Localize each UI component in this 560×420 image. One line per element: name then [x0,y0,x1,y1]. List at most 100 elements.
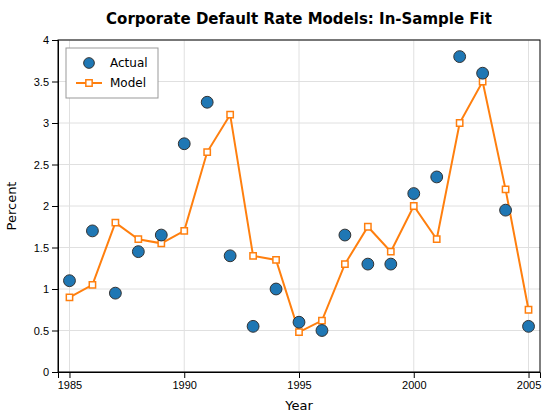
point [89,282,95,288]
point [388,248,394,254]
tick-mark [52,40,58,41]
grid-line [58,206,540,207]
point [454,51,466,63]
grid-line [58,164,540,165]
point [250,253,256,259]
tick-label: 1990 [172,379,196,391]
tick-mark [69,372,70,378]
tick-mark [52,206,58,207]
tick-mark [52,372,58,373]
tick-label: 0 [43,366,49,378]
point [339,229,351,241]
point [155,229,167,241]
tick-mark [414,372,415,378]
point [411,203,417,209]
legend-symbol [86,80,92,86]
tick: 1995 [287,372,311,391]
point [408,188,420,200]
point [316,325,328,337]
tick: 2005 [517,372,541,391]
y-axis: 0 0.5 1 1.5 2 2.5 3 3.5 4 [34,34,59,378]
tick-mark [52,165,58,166]
tick-mark [529,372,530,378]
tick-mark [52,123,58,124]
point [273,257,279,263]
point [66,294,72,300]
tick: 4 [43,34,58,46]
point [523,320,535,332]
tick-label: 2.5 [34,159,49,171]
tick-label: 0.5 [34,325,49,337]
legend-symbol [84,58,95,69]
plot: 1985 1990 1995 2000 2005 0 0.5 1 1.5 2 2.5 3 3.5 4 Act… [34,34,542,391]
point [109,287,121,299]
x-axis: 1985 1990 1995 2000 2005 [58,372,542,391]
x-axis-title: Year [284,398,313,413]
point [64,275,76,287]
tick-mark [299,372,300,378]
point [477,67,489,79]
point [365,224,371,230]
tick: 3.5 [34,76,58,88]
point [247,320,259,332]
tick-mark [52,82,58,83]
point [362,258,374,270]
tick: 2 [43,200,58,212]
legend-label: Actual [110,56,148,70]
point [502,186,508,192]
point [431,171,443,183]
tick-label: 1.5 [34,242,49,254]
point [224,250,236,262]
point [178,138,190,150]
legend-entry: Actual [84,56,148,70]
point [112,219,118,225]
tick: 1990 [172,372,196,391]
tick-mark [52,289,58,290]
point [227,112,233,118]
y-axis-title: Percent [4,182,19,231]
tick: 0 [43,366,58,378]
tick: 1 [43,283,58,295]
tick-label: 4 [43,34,49,46]
point [296,329,302,335]
grid [58,40,540,372]
line [69,82,528,333]
tick-label: 2005 [517,379,541,391]
point [87,225,99,237]
grid-line [58,289,540,290]
axis-line [59,373,541,379]
point [385,258,397,270]
tick-mark [52,331,58,332]
title: Corporate Default Rate Models: In-Sample… [106,10,492,28]
tick: 1.5 [34,242,58,254]
tick-label: 3 [43,117,49,129]
tick-label: 1 [43,283,49,295]
grid-line [58,247,540,248]
point [500,204,512,216]
tick-mark [184,372,185,378]
tick: 2000 [402,372,426,391]
tick-mark [52,248,58,249]
chart: 1985 1990 1995 2000 2005 0 0.5 1 1.5 2 2.5 3 3.5 4 Act… [0,0,560,420]
point [457,120,463,126]
tick: 1985 [58,372,82,391]
point [135,236,141,242]
point [204,149,210,155]
tick: 2.5 [34,159,58,171]
tick-label: 2000 [402,379,426,391]
tick-label: 1995 [287,379,311,391]
tick-label: 3.5 [34,76,49,88]
legend-label: Model [110,76,146,90]
point [132,246,144,258]
point [293,316,305,328]
tick: 0.5 [34,325,58,337]
tick-label: 1985 [58,379,82,391]
plot-frame [58,40,540,372]
point [319,317,325,323]
tick: 3 [43,117,58,129]
legend: Actual Model [66,48,158,98]
series [66,78,531,335]
point [342,261,348,267]
point [201,96,213,108]
grid-line [58,123,540,124]
